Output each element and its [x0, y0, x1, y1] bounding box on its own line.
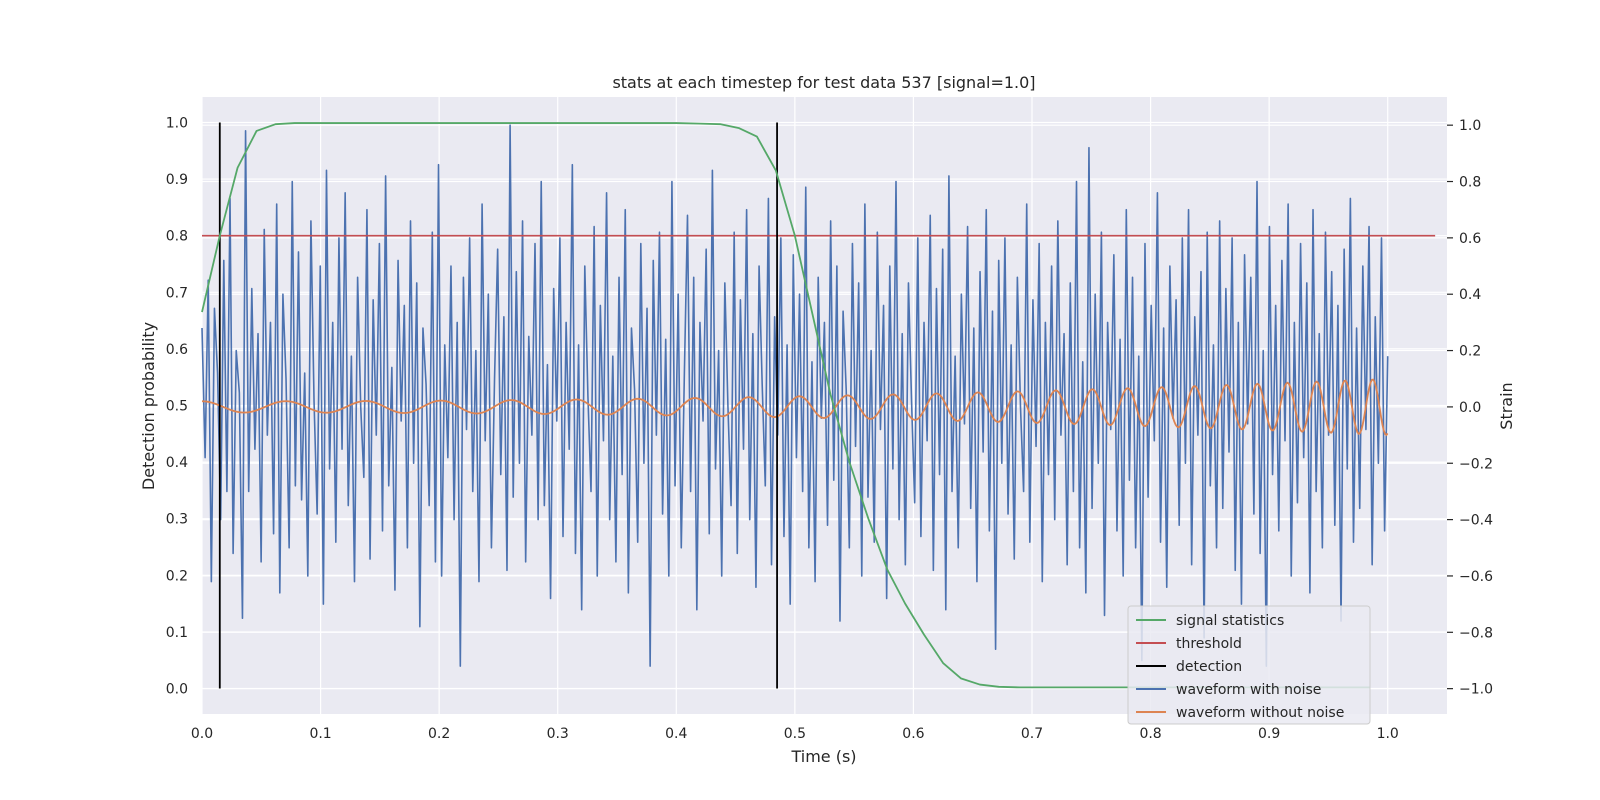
plot-area	[201, 122, 1436, 689]
x-tick-label: 0.3	[547, 726, 569, 742]
y-right-tick-label: 0.8	[1459, 175, 1481, 191]
x-axis: 0.0 0.1 0.2 0.3 0.4 0.5 0.6 0.7 0.8 0.9 1.0	[191, 726, 1399, 742]
y-left-tick-label: 0.6	[166, 342, 188, 358]
x-tick-label: 0.0	[191, 726, 213, 742]
x-tick-label: 0.9	[1258, 726, 1280, 742]
y-left-tick-label: 0.1	[166, 625, 188, 641]
legend-label: signal statistics	[1176, 613, 1284, 629]
y-left-tick-label: 0.5	[166, 399, 188, 415]
legend-label: threshold	[1176, 636, 1242, 652]
x-tick-label: 1.0	[1377, 726, 1399, 742]
y-right-tick-label: 1.0	[1459, 118, 1481, 134]
legend-box	[1127, 605, 1371, 725]
chart-title: stats at each timestep for test data 537…	[612, 73, 1035, 92]
y-left-tick-label: 0.7	[166, 285, 188, 301]
x-tick-label: 0.7	[1021, 726, 1043, 742]
y-left-tick-label: 1.0	[166, 115, 188, 131]
y-right-tick-label: 0.4	[1459, 287, 1481, 303]
y-right-tick-label: 0.0	[1459, 400, 1481, 416]
x-tick-label: 0.1	[309, 726, 331, 742]
y-axis-right-label: Strain	[1497, 382, 1516, 429]
y-right-tick-label: −1.0	[1459, 682, 1493, 698]
legend-label: waveform without noise	[1176, 705, 1344, 721]
x-tick-label: 0.6	[902, 726, 924, 742]
legend-label: waveform with noise	[1176, 682, 1321, 698]
y-left-tick-label: 0.0	[166, 682, 188, 698]
x-tick-label: 0.4	[665, 726, 687, 742]
x-tick-label: 0.2	[428, 726, 450, 742]
y-right-tick-label: 0.2	[1459, 344, 1481, 360]
y-axis-right: −1.0 −0.8 −0.6 −0.4 −0.2 0.0 0.2 0.4 0.6 0.8 1.0	[1447, 118, 1493, 698]
x-tick-label: 0.5	[784, 726, 806, 742]
series-waveform-without-noise	[201, 378, 1389, 437]
y-right-tick-label: −0.8	[1459, 625, 1493, 641]
y-left-tick-label: 0.3	[166, 512, 188, 528]
y-axis-left-label: Detection probability	[139, 322, 158, 490]
y-left-tick-label: 0.8	[166, 229, 188, 245]
y-right-tick-label: −0.6	[1459, 569, 1493, 585]
series-signal-statistics	[201, 122, 1370, 689]
y-axis-left: 0.0 0.1 0.2 0.3 0.4 0.5 0.6 0.7 0.8 0.9 1.0	[166, 115, 188, 697]
legend: signal statistics threshold detection wavef…	[1127, 605, 1371, 725]
y-left-tick-label: 0.4	[166, 455, 188, 471]
series-waveform-with-noise	[201, 124, 1389, 667]
y-right-tick-label: −0.4	[1459, 513, 1493, 529]
y-right-tick-label: −0.2	[1459, 456, 1493, 472]
y-left-tick-label: 0.9	[166, 172, 188, 188]
legend-label: detection	[1176, 659, 1242, 675]
y-right-tick-label: 0.6	[1459, 231, 1481, 247]
x-axis-label: Time (s)	[790, 747, 856, 766]
x-tick-label: 0.8	[1139, 726, 1161, 742]
y-left-tick-label: 0.2	[166, 568, 188, 584]
